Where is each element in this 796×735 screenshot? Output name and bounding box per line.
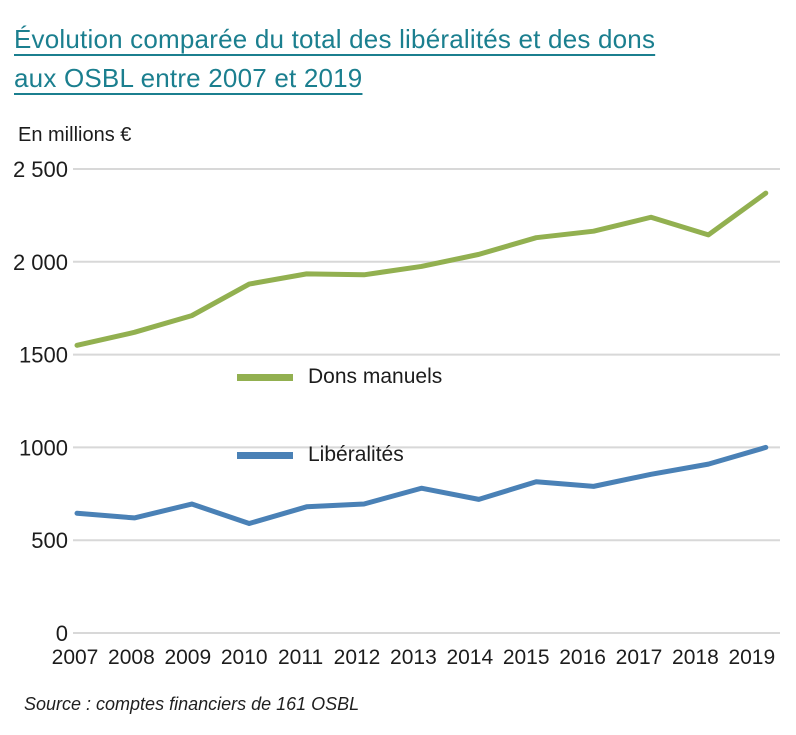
legend-item-liberalites: Libéralités — [237, 442, 404, 468]
x-tick-label: 2010 — [221, 646, 268, 669]
legend-label-dons-manuels: Dons manuels — [308, 365, 443, 388]
legend-swatch-liberalites-icon — [237, 451, 293, 459]
series-line-dons-manuels — [74, 190, 769, 348]
x-tick-label: 2017 — [616, 646, 663, 669]
y-axis-unit-label: En millions € — [18, 124, 132, 146]
x-tick-label: 2015 — [503, 646, 550, 669]
x-tick-label: 2012 — [334, 646, 381, 669]
x-tick-label: 2013 — [390, 646, 437, 669]
chart-title: Évolution comparée du total des libérali… — [14, 20, 774, 98]
source-note: Source : comptes financiers de 161 OSBL — [24, 694, 360, 714]
x-tick-label: 2007 — [52, 646, 99, 669]
legend-swatch-dons-manuels-icon — [237, 373, 293, 381]
x-tick-label: 2016 — [559, 646, 606, 669]
x-tick-label: 2011 — [278, 646, 323, 669]
legend-item-dons-manuels: Dons manuels — [237, 364, 442, 390]
y-tick-label: 2 000 — [13, 250, 68, 275]
chart-title-line1: Évolution comparée du total des libérali… — [14, 24, 656, 54]
y-tick-label: 2 500 — [13, 157, 68, 182]
y-tick-label: 1500 — [19, 343, 68, 368]
chart-title-line2: aux OSBL entre 2007 et 2019 — [14, 63, 363, 93]
x-tick-label: 2014 — [446, 646, 493, 669]
legend-label-liberalites: Libéralités — [308, 443, 404, 466]
x-tick-label: 2019 — [728, 646, 775, 669]
y-tick-label: 0 — [56, 621, 68, 646]
series-line-liberalites — [74, 444, 769, 526]
x-tick-label: 2018 — [672, 646, 719, 669]
y-tick-label: 500 — [31, 528, 68, 553]
x-tick-label: 2008 — [108, 646, 155, 669]
x-tick-label: 2009 — [164, 646, 211, 669]
y-tick-label: 1000 — [19, 435, 68, 460]
